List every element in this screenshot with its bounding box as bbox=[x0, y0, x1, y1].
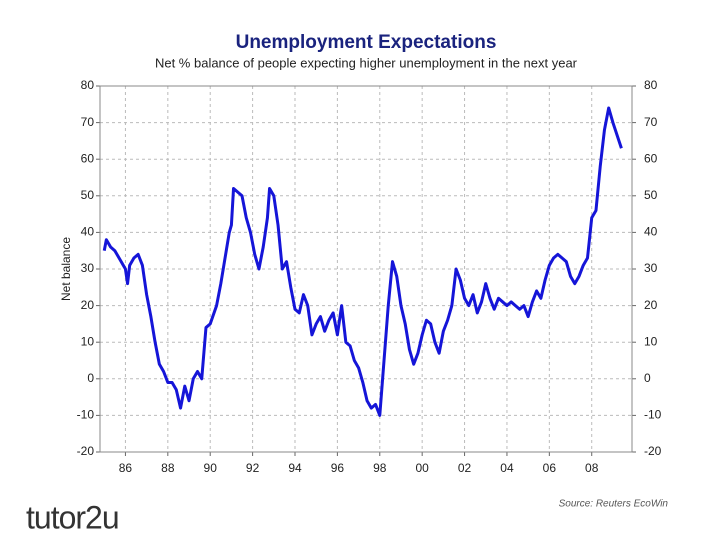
x-tick-label: 06 bbox=[543, 461, 557, 475]
y-tick-label: 30 bbox=[81, 261, 95, 275]
y-tick-label: 60 bbox=[81, 151, 95, 165]
y2-tick-label: -20 bbox=[644, 444, 662, 458]
y-tick-label: -20 bbox=[77, 444, 95, 458]
y2-tick-label: 80 bbox=[644, 78, 658, 92]
y2-tick-label: 70 bbox=[644, 115, 658, 129]
y2-tick-label: 30 bbox=[644, 261, 658, 275]
y-tick-label: 50 bbox=[81, 188, 95, 202]
x-tick-label: 00 bbox=[415, 461, 429, 475]
x-tick-label: 08 bbox=[585, 461, 599, 475]
y-tick-label: 40 bbox=[81, 225, 95, 239]
plot-frame bbox=[99, 85, 633, 453]
y2-tick-label: 50 bbox=[644, 188, 658, 202]
source-note: Source: Reuters EcoWin bbox=[559, 499, 669, 510]
data-line bbox=[102, 106, 623, 417]
y2-tick-label: 0 bbox=[644, 371, 651, 385]
chart-title: Unemployment Expectations bbox=[236, 32, 497, 53]
chart-subtitle: Net % balance of people expecting higher… bbox=[155, 55, 578, 70]
y2-tick-label: -10 bbox=[644, 408, 662, 422]
y-axis-label: Net balance bbox=[59, 237, 73, 301]
x-tick-label: 90 bbox=[204, 461, 218, 475]
y-tick-label: -10 bbox=[77, 408, 95, 422]
y2-tick-label: 20 bbox=[644, 298, 658, 312]
y2-tick-label: 40 bbox=[644, 225, 658, 239]
x-tick-label: 94 bbox=[288, 461, 302, 475]
logo: tutor2u bbox=[26, 499, 119, 535]
y-tick-label: 70 bbox=[81, 115, 95, 129]
x-tick-label: 96 bbox=[331, 461, 345, 475]
x-tick-label: 88 bbox=[161, 461, 175, 475]
y-tick-label: 10 bbox=[81, 334, 95, 348]
x-tick-label: 02 bbox=[458, 461, 472, 475]
y-tick-label: 0 bbox=[87, 371, 94, 385]
x-tick-label: 86 bbox=[119, 461, 133, 475]
y2-tick-label: 60 bbox=[644, 151, 658, 165]
y2-tick-label: 10 bbox=[644, 334, 658, 348]
x-tick-label: 98 bbox=[373, 461, 387, 475]
x-tick-label: 92 bbox=[246, 461, 260, 475]
y-tick-label: 80 bbox=[81, 78, 95, 92]
y-tick-label: 20 bbox=[81, 298, 95, 312]
x-tick-label: 04 bbox=[500, 461, 514, 475]
